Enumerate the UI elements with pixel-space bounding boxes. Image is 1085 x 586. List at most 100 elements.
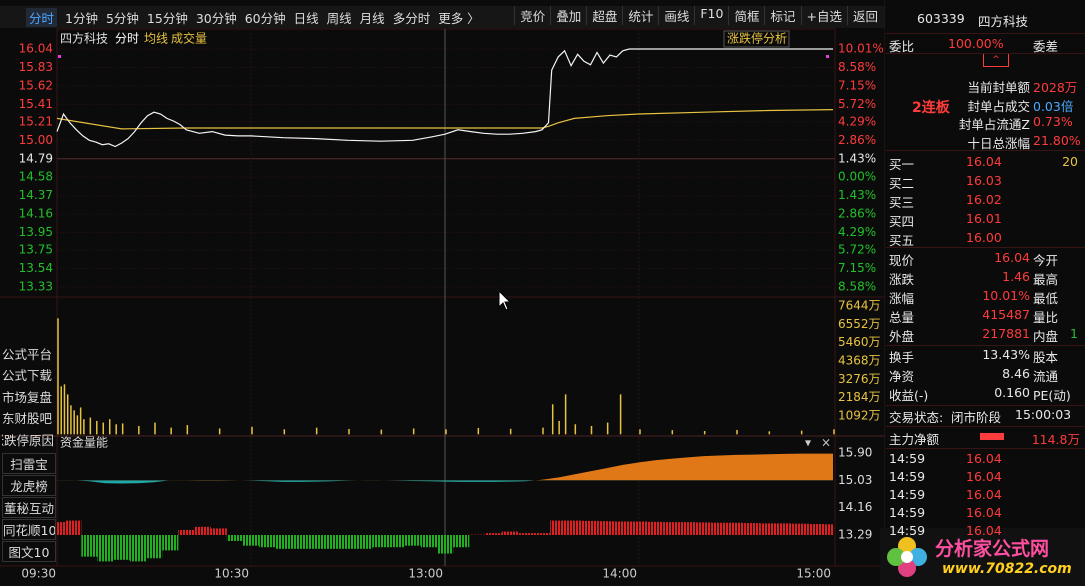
fund-title: 资金量能: [60, 435, 108, 450]
toolbar-tab[interactable]: 更多 〉: [438, 10, 480, 26]
marker: [826, 55, 829, 58]
fund-tick-label: 14.16: [838, 500, 872, 514]
cursor: [498, 289, 512, 311]
price: 16.04: [966, 505, 1002, 520]
toolbar-button[interactable]: 简框: [728, 6, 764, 25]
volume-tick-label: 6552万: [838, 317, 881, 331]
price: 16.04: [966, 451, 1002, 466]
toolbar-tab[interactable]: 月线: [359, 10, 385, 26]
toolbar-tab[interactable]: 分时: [26, 7, 58, 27]
mode-label: 分时: [115, 32, 139, 46]
fund-bar: [259, 535, 276, 548]
fund-bar: [614, 521, 632, 535]
fund-bar: [388, 535, 405, 548]
price: 16.04: [966, 469, 1002, 484]
toolbar-button[interactable]: +自选: [800, 6, 847, 25]
volume-tick-label: 7644万: [838, 299, 881, 313]
fund-bar: [129, 535, 147, 562]
label: 内盘: [1033, 329, 1059, 344]
value: 2028万: [1033, 80, 1078, 95]
fund-bar: [307, 535, 324, 549]
fund-bar: [194, 526, 211, 535]
fund-bar: [760, 523, 777, 535]
toolbar-button[interactable]: F10: [694, 6, 728, 25]
toolbar-button[interactable]: 标记: [764, 6, 800, 25]
value: 10.01%: [982, 288, 1030, 303]
fund-bar: [776, 523, 793, 535]
volume-tick-label: 5460万: [838, 335, 881, 349]
value: 闭市阶段: [951, 410, 1002, 425]
value: 16.00: [966, 230, 1002, 245]
fund-bar: [792, 523, 809, 535]
value: 16.02: [966, 192, 1002, 207]
watermark-url: www.70822.com: [942, 561, 1072, 577]
value: 15:00:03: [1015, 407, 1072, 422]
fund-bar: [663, 522, 680, 535]
toolbar-tab[interactable]: 周线: [326, 10, 352, 26]
fund-bar: [485, 533, 502, 535]
fund-bar: [97, 535, 114, 562]
pct-label: 7.15%: [838, 261, 876, 275]
toolbar-tab[interactable]: 5分钟: [105, 10, 139, 26]
time: 14:59: [889, 487, 926, 502]
toolbar-tab[interactable]: 15分钟: [146, 10, 188, 26]
pct-label: 8.58%: [838, 60, 876, 74]
fund-bar: [436, 535, 454, 554]
sidebar-item[interactable]: 公式平台: [2, 347, 53, 362]
volume-tick-label: 4368万: [838, 354, 881, 368]
toolbar-tab[interactable]: 多分时: [392, 10, 431, 26]
label: 十日总涨幅: [967, 135, 1030, 151]
toolbar-tab[interactable]: 日线: [293, 10, 319, 26]
y-tick-label: 15.21: [19, 114, 53, 128]
toolbar-right: 竞价 叠加 超盘 统计 画线 F10 简框 标记 +自选 返回: [514, 6, 883, 25]
fund-bar: [210, 528, 227, 535]
volume: 20: [1062, 154, 1078, 169]
pct-label: 8.58%: [838, 280, 876, 294]
label: 涨幅: [889, 291, 915, 306]
label: 最低: [1033, 291, 1059, 306]
separator: [886, 448, 1085, 449]
toolbar-button[interactable]: 画线: [658, 6, 694, 25]
toolbar-tab[interactable]: 60分钟: [244, 10, 286, 26]
sidebar-item[interactable]: 图文10: [2, 541, 56, 562]
fund-bar: [113, 535, 130, 560]
y-tick-label: 15.41: [19, 97, 53, 111]
value: 0.73%: [1033, 114, 1073, 129]
fund-bar: [57, 522, 66, 535]
analysis-label: 涨跌停分析: [727, 31, 787, 46]
value: 13.43%: [982, 347, 1030, 362]
sidebar-item[interactable]: 东财股吧: [2, 411, 53, 426]
fund-bar: [679, 522, 696, 535]
pct-label: 7.15%: [838, 78, 876, 92]
sidebar-item[interactable]: 市场复盘: [2, 390, 53, 405]
sidebar-item[interactable]: 龙虎榜: [2, 475, 56, 496]
toolbar-button[interactable]: 统计: [622, 6, 658, 25]
sidebar-item[interactable]: 扫雷宝: [2, 453, 56, 474]
toolbar-tab[interactable]: 30分钟: [195, 10, 237, 26]
sidebar-item[interactable]: 涨跌停原因: [2, 433, 54, 448]
label: 交易状态:: [889, 410, 944, 425]
value: 100.00%: [948, 36, 1004, 51]
fund-bar: [81, 535, 98, 557]
toolbar-button[interactable]: 超盘: [586, 6, 622, 25]
toolbar-button[interactable]: 返回: [846, 6, 883, 25]
toolbar-button[interactable]: 竞价: [514, 6, 550, 25]
sidebar-item[interactable]: 公式下载: [2, 368, 53, 383]
sidebar-item[interactable]: 同花顺10: [2, 519, 56, 540]
label: 封单占流通Z: [958, 117, 1030, 132]
logo: [887, 537, 927, 577]
fund-bar: [242, 535, 260, 546]
value: 1: [1070, 326, 1078, 341]
sidebar-item[interactable]: 董秘互动: [2, 497, 56, 518]
y-tick-label: 14.79: [19, 151, 53, 165]
pct-label: 1.43%: [838, 151, 876, 165]
label: 外盘: [889, 329, 915, 344]
fund-bar: [824, 524, 833, 535]
separator: [886, 405, 1085, 406]
toolbar-tab[interactable]: 1分钟: [65, 10, 98, 26]
value: 0.160: [994, 385, 1030, 400]
y-tick-label: 14.58: [19, 170, 53, 184]
collapse-button[interactable]: ^: [983, 53, 1009, 67]
pct-label: 0.00%: [838, 170, 876, 184]
toolbar-button[interactable]: 叠加: [550, 6, 586, 25]
